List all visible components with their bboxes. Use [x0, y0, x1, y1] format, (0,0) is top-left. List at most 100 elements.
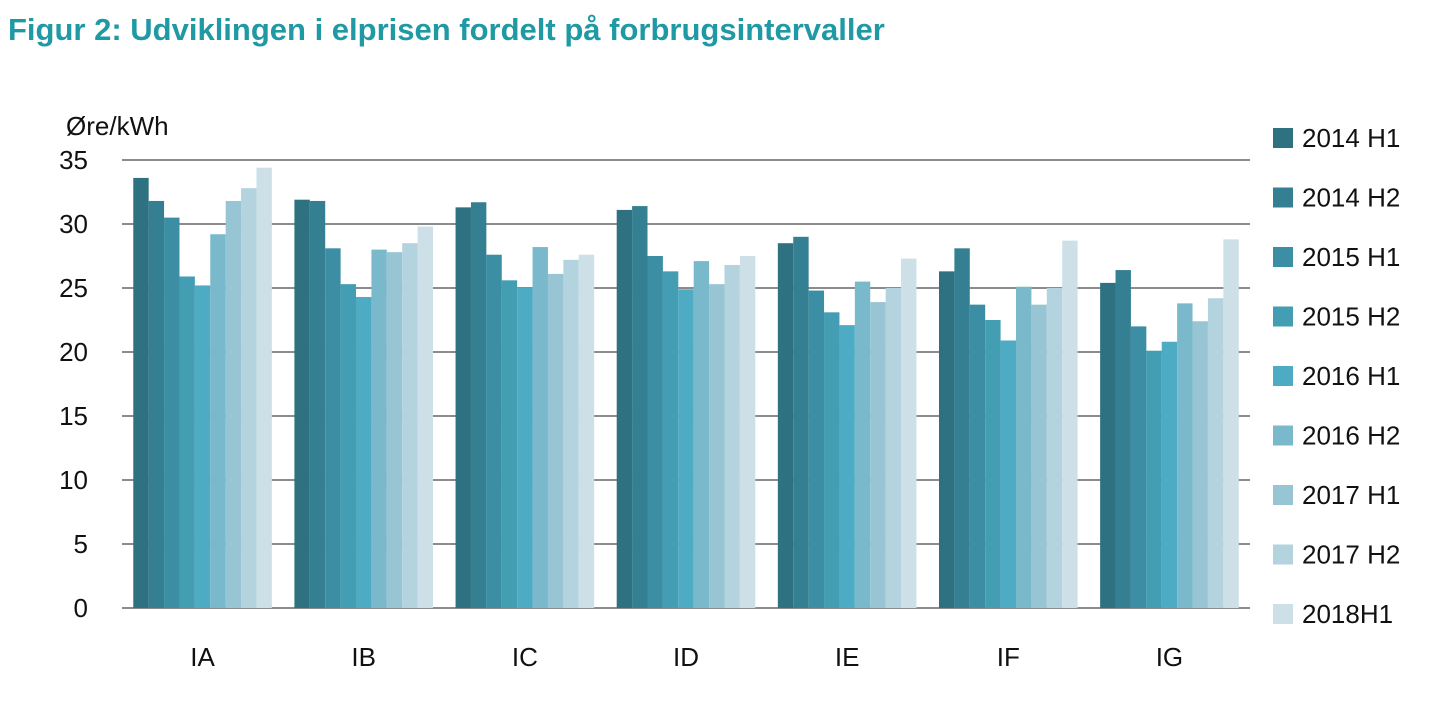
bar — [294, 199, 310, 608]
legend-label: 2015 H2 — [1302, 302, 1400, 332]
bar — [1015, 286, 1032, 608]
x-category-label: IE — [835, 642, 860, 672]
bar — [371, 249, 387, 608]
legend-item: 2018H1 — [1273, 599, 1393, 629]
bar — [325, 248, 341, 608]
y-axis-ticks: 0 5 10 15 20 25 30 35 — [59, 145, 88, 623]
bar — [1031, 304, 1047, 608]
x-category-label: ID — [673, 642, 699, 672]
bar — [563, 259, 579, 608]
bar — [647, 256, 663, 608]
bar — [517, 288, 533, 608]
legend: 2014 H1 2014 H2 2015 H1 2015 H2 2016 H1 2016 … — [1273, 123, 1400, 629]
legend-label: 2016 H1 — [1302, 361, 1400, 391]
bar — [486, 254, 502, 608]
legend-label: 2014 H1 — [1302, 123, 1400, 153]
bar — [1100, 282, 1116, 608]
bar — [386, 252, 403, 608]
x-category-label: IB — [351, 642, 376, 672]
bar — [1062, 240, 1078, 608]
bar — [417, 226, 434, 608]
y-tick-label: 0 — [74, 593, 88, 623]
legend-swatch — [1273, 604, 1293, 624]
bar — [1192, 321, 1208, 608]
bar — [1115, 270, 1131, 608]
bar — [532, 247, 548, 609]
legend-label: 2017 H1 — [1302, 480, 1400, 510]
bar — [709, 284, 725, 608]
legend-swatch — [1273, 187, 1293, 208]
bar — [969, 304, 986, 608]
x-category-label: IC — [512, 642, 538, 672]
y-tick-label: 5 — [74, 529, 88, 559]
bar — [632, 206, 648, 608]
bar — [885, 288, 902, 608]
bar — [808, 290, 825, 608]
chart-title: Figur 2: Udviklingen i elprisen fordelt … — [8, 12, 885, 47]
x-axis-categories: IA IB IC ID IE IF IG — [190, 642, 1183, 672]
bar — [309, 200, 326, 608]
legend-label: 2014 H2 — [1302, 183, 1400, 213]
bar — [340, 284, 357, 608]
bar — [616, 209, 633, 609]
bar — [985, 320, 1001, 608]
bar — [739, 256, 756, 608]
bar — [578, 254, 595, 608]
y-tick-label: 15 — [59, 401, 88, 431]
legend-label: 2015 H1 — [1302, 242, 1400, 272]
y-tick-label: 35 — [59, 145, 88, 175]
bar — [501, 280, 518, 608]
bar — [854, 281, 871, 608]
bar — [777, 243, 794, 608]
bar — [547, 273, 564, 608]
legend-swatch — [1273, 247, 1293, 267]
legend-label: 2018H1 — [1302, 599, 1393, 629]
bar — [1223, 239, 1239, 609]
bar — [678, 289, 694, 608]
legend-swatch — [1273, 425, 1293, 446]
bar — [164, 217, 180, 608]
bar — [455, 207, 471, 609]
bar — [470, 202, 487, 609]
legend-swatch — [1273, 366, 1293, 386]
bar — [241, 188, 257, 608]
bar — [793, 236, 809, 609]
bar — [1146, 350, 1162, 608]
bar — [133, 177, 149, 609]
bar — [870, 302, 886, 608]
bar — [225, 200, 242, 608]
bar — [954, 248, 970, 608]
bar — [1161, 341, 1178, 608]
y-axis-unit-label: Øre/kWh — [66, 111, 169, 141]
bar — [179, 276, 195, 608]
bar — [194, 285, 211, 608]
legend-label: 2017 H2 — [1302, 540, 1400, 570]
bar — [148, 200, 165, 608]
bar — [824, 312, 840, 608]
bar — [938, 271, 955, 608]
bar — [1177, 303, 1193, 608]
legend-item: 2014 H2 — [1273, 183, 1400, 213]
bar — [1130, 326, 1147, 608]
legend-item: 2015 H1 — [1273, 242, 1400, 272]
bar — [901, 258, 917, 608]
bar — [1000, 340, 1016, 608]
bar — [662, 271, 679, 608]
bar — [724, 264, 740, 608]
x-category-label: IG — [1156, 642, 1183, 672]
bar — [693, 261, 710, 608]
x-category-label: IF — [997, 642, 1020, 672]
legend-item: 2017 H2 — [1273, 540, 1400, 570]
legend-label: 2016 H2 — [1302, 421, 1400, 451]
y-tick-label: 25 — [59, 273, 88, 303]
bar — [256, 167, 272, 608]
bars — [133, 167, 1239, 609]
bar — [1046, 288, 1063, 608]
bar — [210, 234, 226, 609]
bar — [356, 296, 372, 608]
legend-swatch — [1273, 128, 1293, 148]
legend-swatch — [1273, 306, 1293, 327]
y-tick-label: 30 — [59, 209, 88, 239]
y-tick-label: 10 — [59, 465, 88, 495]
